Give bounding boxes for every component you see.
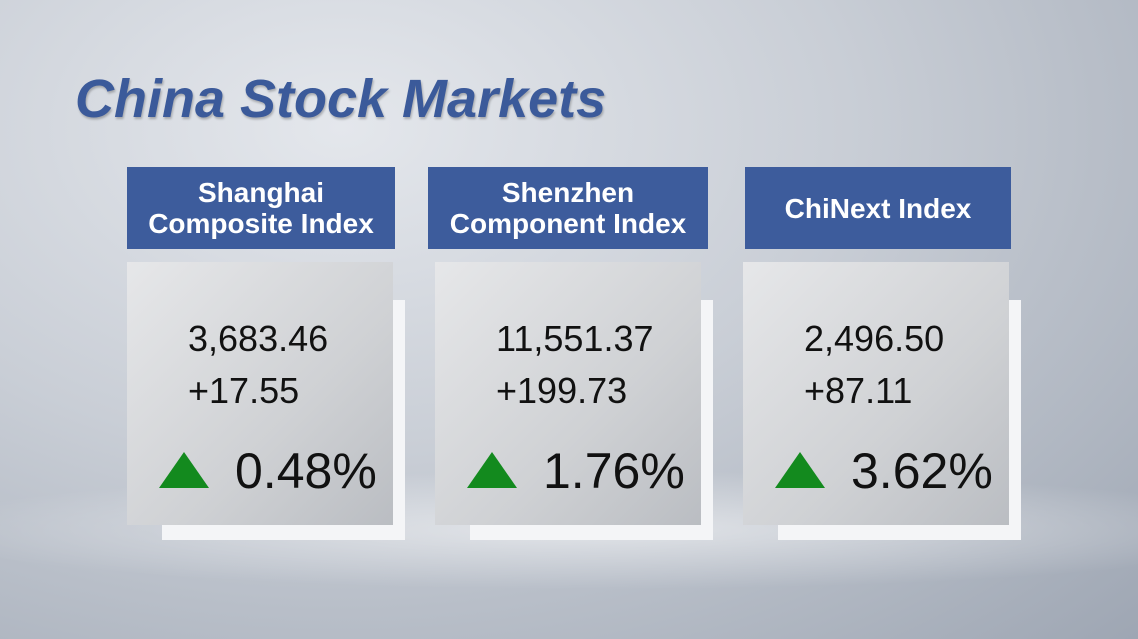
card-name: Component Index: [449, 208, 687, 239]
title: China Stock Markets: [75, 69, 607, 129]
card-name: Shenzhen: [501, 177, 635, 208]
index-value: 3,683.46: [188, 318, 329, 359]
up-arrow: [159, 452, 209, 488]
card-header: ChiNext Index: [745, 167, 1011, 249]
card-header: Shenzhen Component Index: [428, 167, 708, 249]
card-header: Shanghai Composite Index: [127, 167, 395, 249]
card: 11,551.37 +199.73 1.76%: [435, 262, 701, 525]
index-value: 11,551.37: [496, 318, 654, 359]
percent-change: 0.48%: [235, 443, 377, 499]
card: 2,496.50 +87.11 3.62%: [743, 262, 1009, 525]
percent-change: 1.76%: [543, 443, 685, 499]
card-name: Composite Index: [148, 208, 374, 239]
index-value: 2,496.50: [804, 318, 945, 359]
card-name: ChiNext Index: [784, 192, 972, 224]
index-change: +199.73: [496, 370, 628, 411]
up-arrow: [467, 452, 517, 488]
index-change: +87.11: [804, 370, 913, 411]
percent-change: 3.62%: [851, 443, 993, 499]
card: 3,683.46 +17.55 0.48%: [127, 262, 393, 525]
up-arrow: [775, 452, 825, 488]
card-name: Shanghai: [197, 177, 324, 208]
index-change: +17.55: [188, 370, 300, 411]
